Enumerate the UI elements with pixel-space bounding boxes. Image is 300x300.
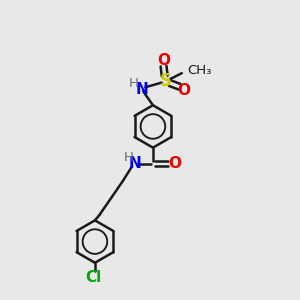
Text: Cl: Cl bbox=[85, 270, 102, 285]
Text: N: N bbox=[135, 82, 148, 97]
Text: O: O bbox=[168, 156, 181, 171]
Text: O: O bbox=[178, 83, 191, 98]
Text: H: H bbox=[123, 152, 133, 164]
Text: N: N bbox=[128, 156, 141, 171]
Text: S: S bbox=[160, 72, 172, 90]
Text: O: O bbox=[157, 53, 170, 68]
Text: CH₃: CH₃ bbox=[188, 64, 212, 77]
Text: H: H bbox=[129, 77, 138, 90]
